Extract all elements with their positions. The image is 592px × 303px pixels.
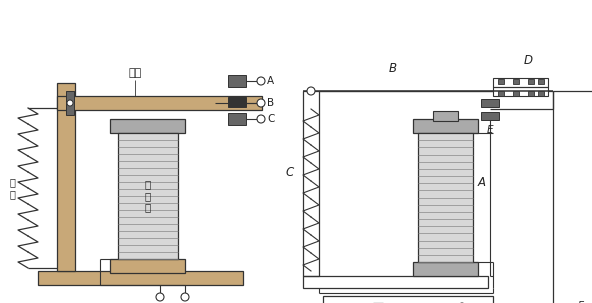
Bar (528, 79, 534, 84)
Text: D: D (523, 55, 532, 68)
Bar (110, 119, 185, 133)
Bar (57, 96, 262, 110)
Bar (228, 113, 246, 125)
Text: A: A (267, 76, 274, 86)
Bar (528, 91, 534, 96)
Text: C: C (286, 167, 294, 179)
Circle shape (181, 293, 189, 301)
Bar (38, 271, 243, 285)
Circle shape (257, 115, 265, 123)
Bar (481, 112, 499, 120)
Bar (118, 133, 178, 259)
Circle shape (257, 99, 265, 107)
Bar (57, 83, 75, 271)
Text: C: C (267, 114, 274, 124)
Circle shape (307, 87, 315, 95)
Bar (228, 97, 246, 107)
Bar (538, 91, 544, 96)
Text: $E_2$: $E_2$ (577, 299, 589, 303)
Bar (493, 87, 548, 96)
Text: B: B (389, 62, 397, 75)
Text: B: B (267, 98, 274, 108)
Bar (323, 296, 493, 303)
Bar (413, 262, 478, 276)
Text: 电
磁
铁: 电 磁 铁 (145, 179, 151, 213)
Circle shape (257, 77, 265, 85)
Circle shape (67, 100, 73, 106)
Text: A: A (478, 177, 486, 189)
Bar (481, 99, 499, 107)
Bar (513, 91, 519, 96)
Text: E: E (487, 125, 493, 135)
Bar (498, 79, 504, 84)
Bar (418, 133, 473, 262)
Bar (433, 111, 458, 121)
Bar (303, 276, 488, 288)
Bar (110, 259, 185, 273)
Circle shape (156, 293, 164, 301)
Bar (66, 91, 74, 115)
Bar (413, 119, 478, 133)
Bar (498, 91, 504, 96)
Text: 弹
簧: 弹 簧 (9, 177, 15, 199)
Bar (303, 91, 319, 276)
Bar (538, 79, 544, 84)
Bar (228, 75, 246, 87)
Bar (493, 78, 548, 87)
Text: 衔铁: 衔铁 (128, 68, 141, 78)
Bar (513, 79, 519, 84)
